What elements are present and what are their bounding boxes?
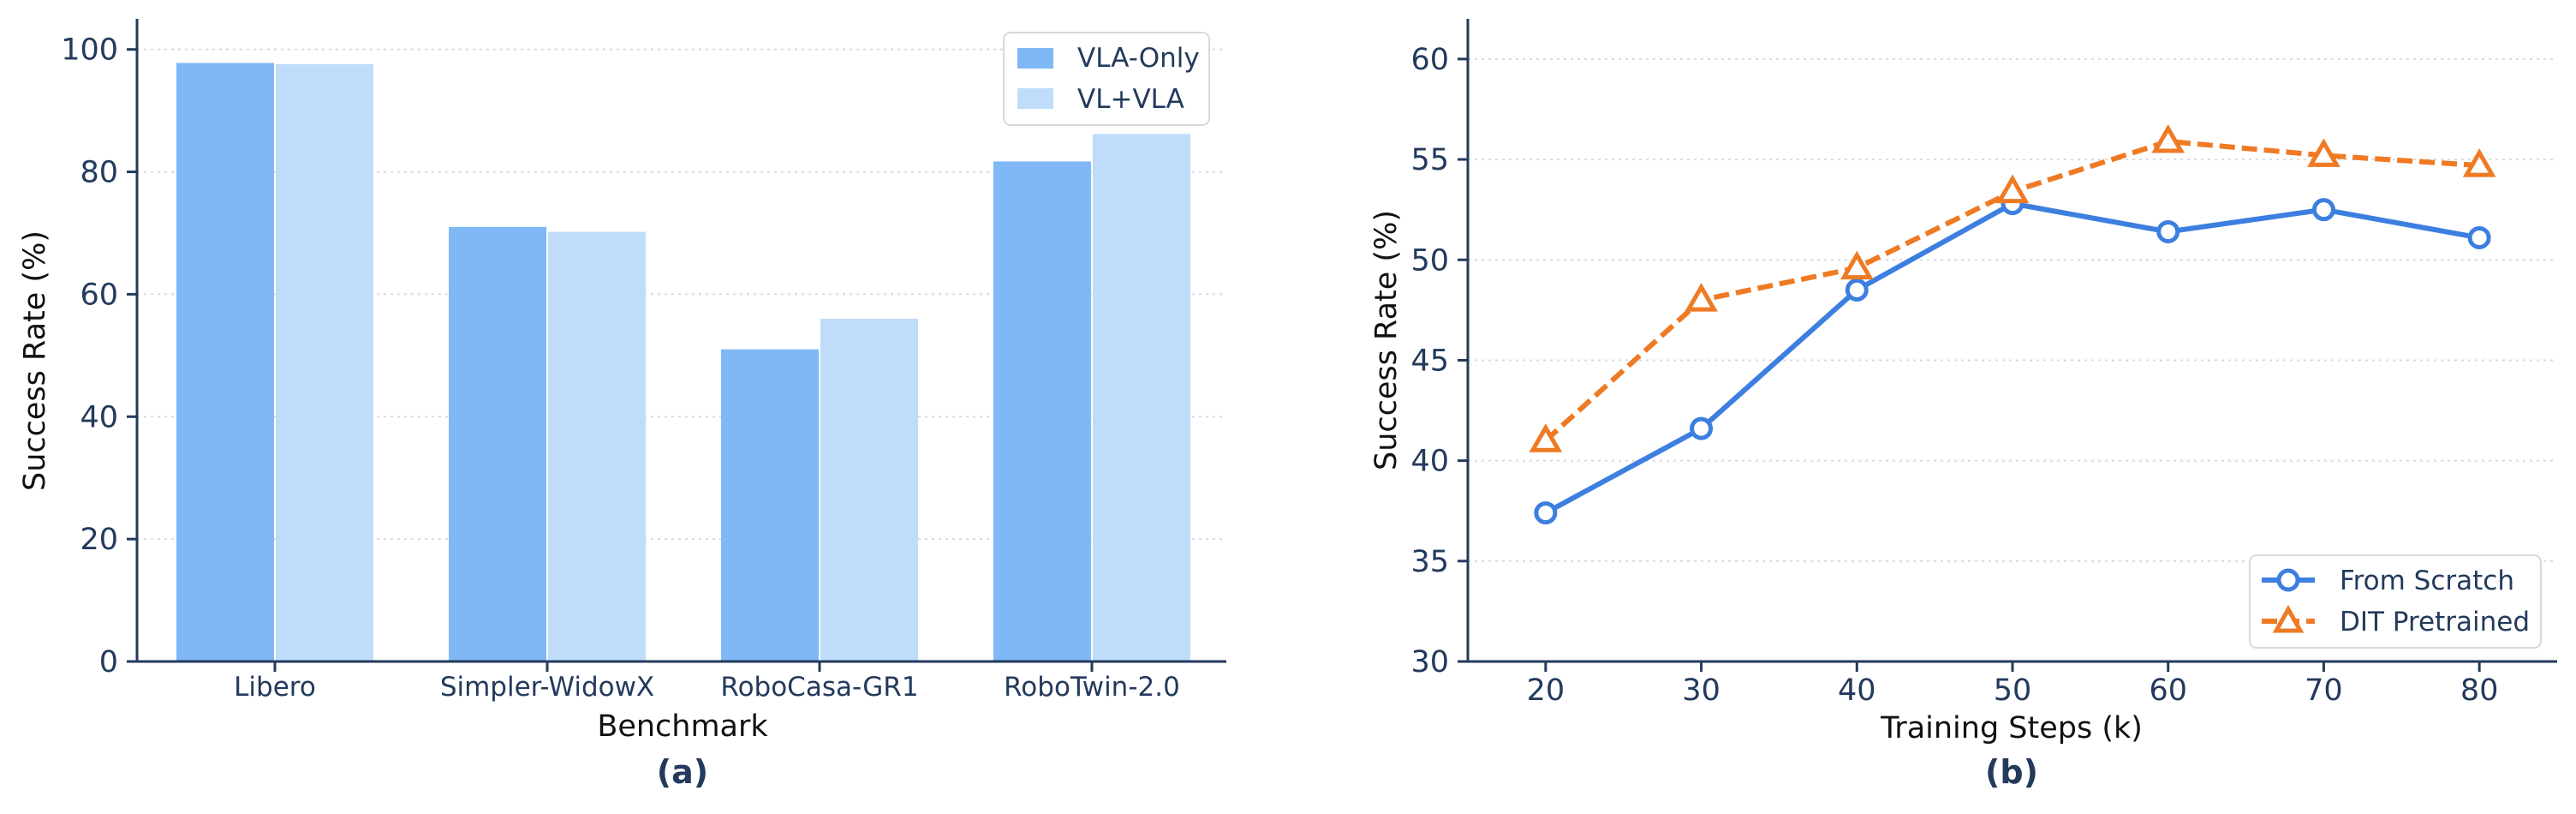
- b-x-tick-label: 50: [1994, 673, 2032, 708]
- bar-chart-panel-a: 0 20 40 60 80 100 Libero Simpler-WidowX RoboCas…: [18, 19, 1226, 791]
- a-y-tick-label: 80: [80, 156, 118, 190]
- a-x-axis-label: Benchmark: [597, 709, 768, 744]
- b-point-dit-pretrained: [1995, 174, 2030, 204]
- a-y-tick-label: 40: [80, 400, 118, 434]
- b-point-from-scratch: [2311, 198, 2335, 222]
- b-legend-marker-dit-pretrained: [2272, 604, 2305, 633]
- a-bar-vla-only-simpler-widowx: [449, 226, 546, 661]
- b-y-tick-label: 55: [1410, 143, 1449, 177]
- b-panel-label: (b): [1985, 753, 2038, 791]
- b-series-markers: [1529, 123, 2496, 525]
- b-point-dit-pretrained: [2462, 148, 2496, 177]
- a-x-tick-label: RoboTwin-2.0: [1004, 672, 1180, 703]
- a-legend-swatch-vl-vla: [1017, 88, 1053, 109]
- a-x-ticks: Libero Simpler-WidowX RoboCasa-GR1 RoboTwin…: [234, 661, 1180, 703]
- a-x-tick-label: RoboCasa-GR1: [720, 672, 918, 703]
- b-point-from-scratch: [1845, 278, 1869, 302]
- b-point-dit-pretrained: [1529, 423, 1563, 452]
- b-x-tick-label: 60: [2149, 673, 2187, 708]
- b-x-tick-label: 40: [1838, 673, 1876, 708]
- b-line-from-scratch: [1544, 201, 2480, 516]
- a-bar-vla-only-libero: [176, 63, 274, 661]
- b-legend-marker-from-scratch: [2276, 568, 2300, 592]
- a-legend-swatch-vla-only: [1017, 48, 1053, 69]
- b-y-tick-label: 50: [1410, 243, 1449, 278]
- b-x-tick-label: 20: [1527, 673, 1565, 708]
- a-y-ticks: 0 20 40 60 80 100: [61, 33, 137, 679]
- b-point-dit-pretrained: [1840, 250, 1874, 280]
- a-legend-frame: [1003, 32, 1210, 126]
- a-legend-label-vla-only: VLA-Only: [1077, 43, 1200, 74]
- b-y-tick-label: 45: [1410, 344, 1449, 378]
- b-legend-label-from-scratch: From Scratch: [2340, 566, 2514, 596]
- b-gridlines: [1468, 57, 2557, 562]
- b-x-tick-label: 30: [1682, 673, 1720, 708]
- a-bar-vl-vla-robotwin-2-0: [1093, 134, 1190, 662]
- b-point-from-scratch: [1534, 501, 1558, 525]
- b-y-axis-label: Success Rate (%): [1369, 210, 1404, 470]
- a-x-tick-label: Simpler-WidowX: [440, 672, 654, 703]
- b-point-from-scratch: [2467, 225, 2491, 249]
- a-y-tick-label: 20: [80, 523, 118, 557]
- a-y-axis-label: Success Rate (%): [18, 230, 52, 491]
- b-y-tick-label: 35: [1410, 545, 1449, 579]
- b-point-from-scratch: [1690, 416, 1714, 440]
- b-y-ticks: 30 35 40 45 50 55 60: [1410, 43, 1468, 679]
- b-legend-frame: [2249, 554, 2542, 649]
- a-legend-label-vl-vla: VL+VLA: [1077, 84, 1184, 115]
- b-y-tick-label: 40: [1410, 445, 1449, 479]
- a-bar-vl-vla-simpler-widowx: [548, 231, 646, 661]
- b-x-tick-label: 70: [2305, 673, 2343, 708]
- b-legend: From Scratch DIT Pretrained: [2249, 554, 2542, 649]
- b-point-from-scratch: [2156, 219, 2180, 243]
- a-y-tick-label: 0: [99, 645, 118, 679]
- b-x-axis-label: Training Steps (k): [1880, 711, 2143, 745]
- a-bars: [176, 63, 1190, 662]
- a-legend: VLA-Only VL+VLA: [1003, 32, 1210, 126]
- b-point-dit-pretrained: [1685, 283, 1718, 312]
- a-y-tick-label: 60: [80, 278, 118, 312]
- a-bar-vl-vla-robocasa-gr1: [820, 319, 918, 661]
- a-x-tick-label: Libero: [234, 672, 316, 703]
- b-point-dit-pretrained: [2151, 123, 2185, 153]
- a-panel-label: (a): [657, 753, 708, 791]
- line-chart-panel-b: 30 35 40 45 50 55 60 20 30 40 50 60 70 80 Training S…: [1369, 19, 2557, 791]
- a-bar-vla-only-robotwin-2-0: [993, 161, 1091, 661]
- a-bar-vla-only-robocasa-gr1: [721, 349, 819, 661]
- b-x-tick-label: 80: [2460, 673, 2499, 708]
- a-y-tick-label: 100: [61, 33, 118, 68]
- b-y-tick-label: 30: [1410, 645, 1449, 679]
- b-y-tick-label: 60: [1410, 43, 1449, 77]
- b-point-dit-pretrained: [2307, 138, 2340, 167]
- a-bar-vl-vla-libero: [276, 63, 373, 662]
- b-x-ticks: 20 30 40 50 60 70 80: [1527, 661, 2499, 708]
- b-legend-label-dit-pretrained: DIT Pretrained: [2340, 607, 2530, 637]
